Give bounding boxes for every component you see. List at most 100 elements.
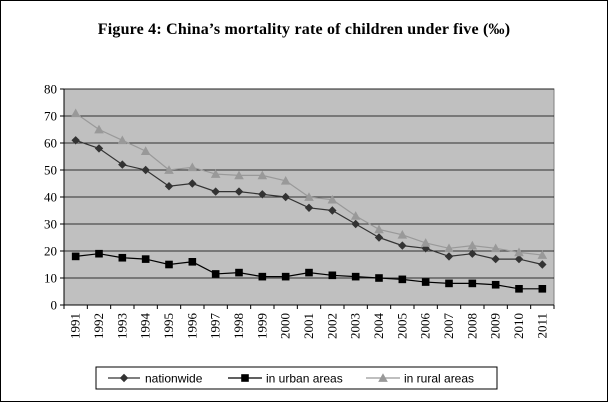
data-point [375,274,383,282]
y-tick-label: 30 [44,217,57,232]
x-tick-label: 1999 [254,313,269,339]
y-tick-label: 10 [44,271,57,286]
x-tick-label: 2004 [371,313,386,340]
x-tick-label: 2000 [278,313,293,339]
x-tick-label: 1995 [161,313,176,339]
x-tick-label: 2008 [464,313,479,339]
y-tick-label: 0 [51,298,58,313]
y-axis: 0 10 20 30 40 50 60 70 80 [44,82,65,313]
y-tick-label: 80 [44,82,57,97]
data-point [490,243,501,253]
data-point [397,230,408,239]
data-point [235,268,243,277]
data-point [258,272,267,281]
data-point [444,252,454,261]
legend: nationwide in urban areas in rural areas [95,366,498,390]
data-point [188,258,197,266]
data-point [94,144,104,153]
data-point [467,240,478,250]
x-tick-label: 1998 [231,313,246,339]
data-point [444,243,454,253]
data-point [118,253,127,262]
data-point [280,176,291,185]
data-point [187,162,198,172]
data-point [188,179,197,188]
data-point [327,194,338,204]
data-point [141,255,150,263]
x-tick-label: 2007 [441,313,456,340]
data-point [258,190,267,199]
data-point [328,206,337,215]
data-point [71,252,80,261]
data-point [351,219,360,229]
legend-marker-square [241,374,249,382]
data-point [164,182,174,191]
x-tick-label: 2002 [324,313,339,339]
data-point [164,165,174,174]
y-tick-label: 70 [44,109,57,124]
data-point [445,279,453,288]
legend-box [95,366,498,390]
data-point [350,211,361,220]
y-tick-label: 50 [44,163,57,178]
x-tick-label: 2009 [488,313,503,339]
y-tick-label: 60 [44,136,57,151]
x-tick-label: 2001 [301,313,316,339]
x-axis: 1991 1992 1993 1994 1995 1996 1997 1998 1999 2000… [63,304,555,340]
legend-label: in urban areas [266,372,343,386]
data-point [257,170,268,180]
data-point [328,271,337,280]
data-point [420,238,431,247]
x-tick-label: 2006 [418,313,433,340]
data-point [351,272,360,281]
data-point [234,187,244,196]
data-point [491,280,500,289]
series-group [70,108,548,293]
legend-marker-triangle [378,373,388,382]
x-tick-label: 1991 [68,313,83,339]
data-point [140,146,151,155]
data-point [468,279,477,288]
data-point [421,278,430,286]
data-point [117,135,128,145]
legend-marker-diamond [119,373,129,383]
x-tick-label: 1993 [114,313,129,339]
data-point [538,285,547,293]
data-point [165,260,173,269]
data-point [304,192,314,201]
x-tick-label: 1996 [184,313,199,340]
chart-title: Figure 4: China’s mortality rate of chil… [97,21,511,38]
x-tick-label: 2011 [534,313,549,339]
series-in-urban-areas [71,249,547,293]
y-tick-label: 20 [44,244,57,259]
data-point [398,241,407,250]
series-in-rural-areas [70,108,548,259]
data-point [281,272,290,281]
data-point [468,249,477,258]
legend-label: nationwide [145,372,203,386]
data-point [398,275,407,284]
x-tick-label: 1992 [91,313,106,339]
data-point [70,108,81,118]
x-tick-label: 1994 [138,313,153,340]
data-point [514,254,524,264]
data-point [537,250,548,259]
data-point [374,224,384,234]
y-tick-label: 40 [44,190,57,205]
data-point [211,187,220,196]
x-tick-label: 2010 [511,313,526,339]
data-point [210,169,221,178]
data-point [281,192,290,202]
data-point [234,170,244,180]
data-point [515,285,523,293]
data-point [514,247,524,257]
legend-label: in rural areas [404,372,474,386]
data-point [304,203,314,212]
data-point [491,254,500,264]
x-tick-label: 1997 [208,313,223,340]
data-point [305,268,313,277]
data-point [94,124,104,134]
data-point [71,136,80,145]
x-tick-label: 2003 [348,313,363,339]
data-point [538,260,547,269]
